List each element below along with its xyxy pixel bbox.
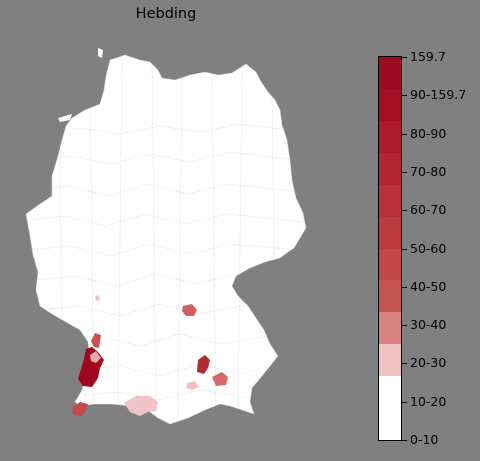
district-augsburg-area	[197, 355, 210, 374]
colorbar-tick-label: 80-90	[410, 125, 447, 141]
district-allgaeu-spot	[186, 381, 199, 390]
colorbar	[378, 56, 402, 441]
colorbar-tick	[401, 210, 407, 212]
colorbar-tick-label: 10-20	[410, 393, 447, 409]
colorbar-tick	[401, 363, 407, 365]
highlighted-districts	[72, 295, 228, 417]
colorbar-tick	[401, 325, 407, 327]
colorbar-segment	[379, 376, 401, 409]
district-ortenau-north	[91, 333, 101, 348]
district-rosenheim-area	[212, 372, 228, 386]
colorbar-tick-label: 90-159.7	[410, 87, 467, 103]
colorbar-tick	[401, 95, 407, 97]
colorbar-tick-label: 40-50	[410, 278, 447, 294]
colorbar-segment	[379, 57, 401, 90]
colorbar-segment	[379, 408, 401, 441]
district-ortenau-south	[90, 351, 101, 363]
district-speyer-spot	[95, 295, 100, 301]
colorbar-tick-label: 0-10	[410, 432, 439, 447]
district-ansbach-area	[182, 304, 197, 316]
island	[98, 48, 103, 58]
colorbar-segment	[379, 184, 401, 218]
district-konstanz-ravensburg	[124, 396, 158, 416]
colorbar-segment	[379, 248, 401, 281]
colorbar-segment	[379, 344, 401, 377]
colorbar-segment	[379, 312, 401, 345]
colorbar-segment	[379, 280, 401, 313]
colorbar-tick	[401, 171, 407, 173]
colorbar-tick-label: 159.7	[410, 49, 446, 64]
germany-outline	[25, 54, 307, 425]
colorbar-tick	[401, 57, 407, 58]
colorbar-segment	[379, 216, 401, 249]
colorbar-tick	[401, 286, 407, 288]
colorbar-segment	[379, 120, 401, 154]
colorbar-tick	[401, 440, 407, 441]
colorbar-segment	[379, 152, 401, 186]
colorbar-tick-label: 70-80	[410, 163, 447, 179]
colorbar-tick-label: 20-30	[410, 355, 447, 371]
island	[58, 114, 72, 122]
colorbar-segment	[379, 88, 401, 122]
map-title: Hebding	[135, 6, 197, 22]
colorbar-tick-label: 60-70	[410, 202, 447, 218]
colorbar-tick-label: 50-60	[410, 240, 447, 256]
colorbar-tick	[401, 401, 407, 403]
colorbar-tick	[401, 133, 407, 135]
colorbar-tick-label: 30-40	[410, 317, 447, 333]
germany-map	[25, 48, 307, 425]
colorbar-tick	[401, 248, 407, 250]
district-loerrach	[72, 402, 88, 417]
